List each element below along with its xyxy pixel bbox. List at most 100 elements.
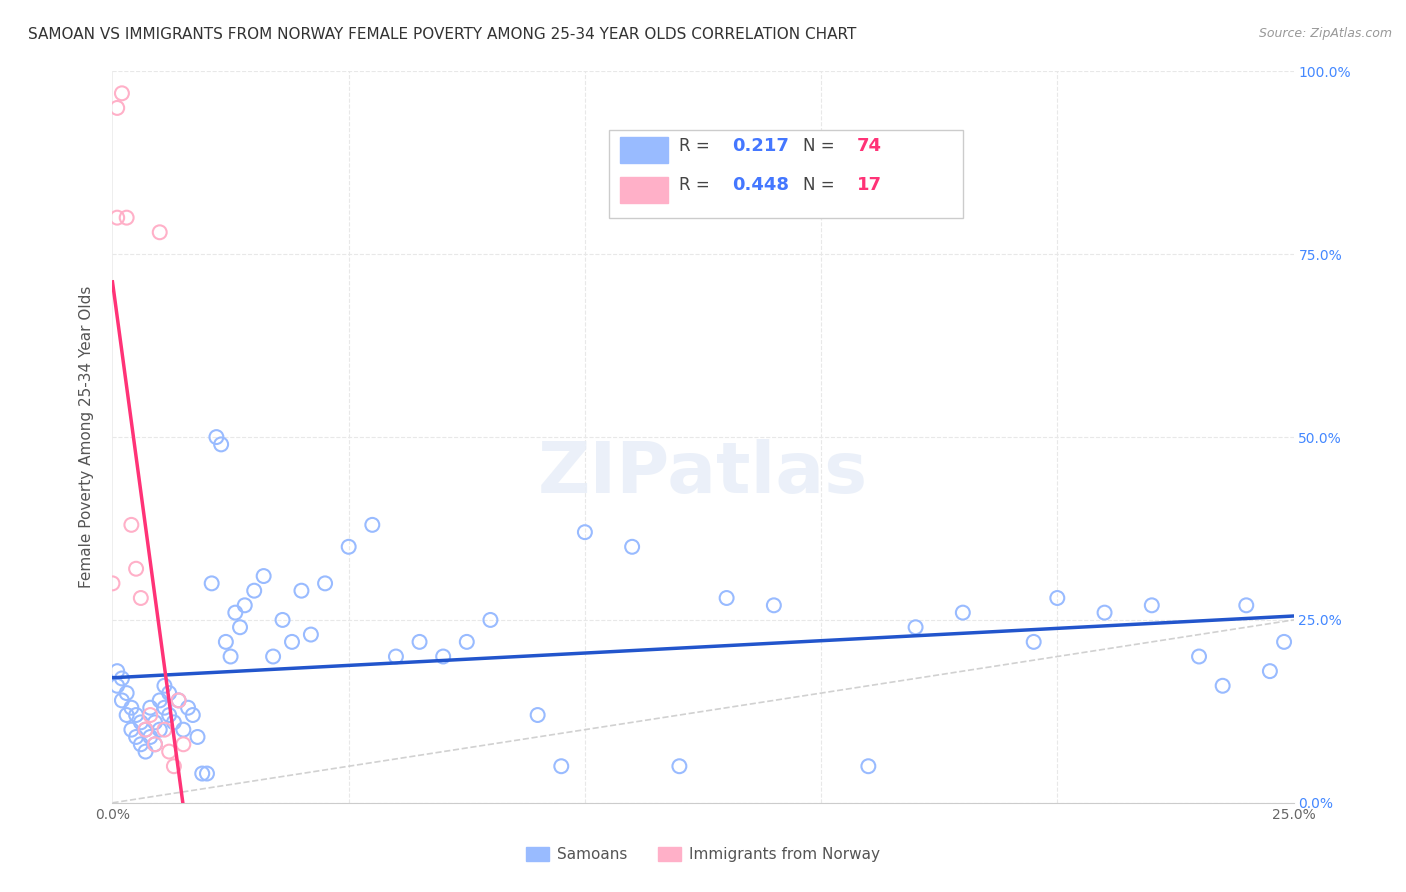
FancyBboxPatch shape: [620, 137, 668, 162]
Point: [115, 211, 138, 225]
Text: R =: R =: [679, 137, 716, 155]
Point: [105, 101, 128, 115]
Point: [143, 715, 166, 730]
Point: [139, 700, 162, 714]
Point: [105, 211, 128, 225]
Point: [172, 723, 194, 737]
Point: [205, 430, 228, 444]
Point: [139, 708, 162, 723]
Point: [172, 737, 194, 751]
Point: [153, 723, 176, 737]
Point: [224, 606, 246, 620]
Point: [253, 569, 276, 583]
Point: [149, 225, 172, 239]
Point: [229, 620, 252, 634]
Y-axis label: Female Poverty Among 25-34 Year Olds: Female Poverty Among 25-34 Year Olds: [79, 286, 94, 588]
Point: [163, 715, 186, 730]
Point: [157, 686, 180, 700]
Point: [716, 591, 738, 605]
Point: [337, 540, 360, 554]
Text: N =: N =: [803, 176, 841, 194]
Text: 17: 17: [856, 176, 882, 194]
Point: [550, 759, 572, 773]
Point: [177, 700, 200, 714]
Point: [456, 635, 478, 649]
Point: [105, 664, 128, 678]
Point: [149, 693, 172, 707]
Point: [574, 525, 596, 540]
FancyBboxPatch shape: [620, 178, 668, 203]
Point: [281, 635, 304, 649]
Point: [111, 672, 134, 686]
Point: [143, 737, 166, 751]
Text: 74: 74: [856, 137, 882, 155]
Point: [111, 87, 134, 101]
Point: [299, 627, 322, 641]
Point: [201, 576, 224, 591]
Point: [479, 613, 502, 627]
Text: 0.217: 0.217: [733, 137, 789, 155]
Text: ZIPatlas: ZIPatlas: [538, 439, 868, 508]
Point: [1272, 635, 1295, 649]
Point: [290, 583, 312, 598]
Point: [904, 620, 927, 634]
Text: 0.448: 0.448: [733, 176, 790, 194]
Point: [111, 693, 134, 707]
Point: [115, 708, 138, 723]
Point: [163, 759, 186, 773]
Point: [157, 745, 180, 759]
Point: [120, 517, 142, 532]
Point: [215, 635, 238, 649]
Point: [1022, 635, 1045, 649]
Point: [1258, 664, 1281, 678]
Point: [157, 708, 180, 723]
Point: [385, 649, 408, 664]
Point: [101, 576, 124, 591]
Point: [219, 649, 242, 664]
Point: [125, 708, 148, 723]
Text: SAMOAN VS IMMIGRANTS FROM NORWAY FEMALE POVERTY AMONG 25-34 YEAR OLDS CORRELATIO: SAMOAN VS IMMIGRANTS FROM NORWAY FEMALE …: [28, 27, 856, 42]
Point: [139, 730, 162, 744]
Point: [129, 591, 152, 605]
Point: [1188, 649, 1211, 664]
Point: [135, 723, 157, 737]
Point: [1140, 599, 1163, 613]
Point: [195, 766, 218, 780]
Point: [125, 562, 148, 576]
Point: [361, 517, 384, 532]
Point: [186, 730, 208, 744]
Point: [526, 708, 548, 723]
Legend: Samoans, Immigrants from Norway: Samoans, Immigrants from Norway: [520, 841, 886, 868]
Point: [432, 649, 454, 664]
Point: [408, 635, 430, 649]
Point: [233, 599, 256, 613]
Point: [153, 700, 176, 714]
Point: [668, 759, 690, 773]
Point: [1234, 599, 1257, 613]
Point: [149, 723, 172, 737]
Point: [167, 693, 190, 707]
FancyBboxPatch shape: [609, 130, 963, 218]
Point: [209, 437, 232, 451]
Point: [143, 737, 166, 751]
Point: [135, 723, 157, 737]
Point: [271, 613, 294, 627]
Text: R =: R =: [679, 176, 716, 194]
Point: [135, 745, 157, 759]
Point: [191, 766, 214, 780]
Point: [120, 723, 142, 737]
Point: [243, 583, 266, 598]
Point: [262, 649, 284, 664]
Point: [1094, 606, 1116, 620]
Text: Source: ZipAtlas.com: Source: ZipAtlas.com: [1258, 27, 1392, 40]
Point: [762, 599, 785, 613]
Point: [115, 686, 138, 700]
Point: [129, 715, 152, 730]
Point: [952, 606, 974, 620]
Point: [129, 737, 152, 751]
Point: [314, 576, 336, 591]
Point: [105, 679, 128, 693]
Point: [153, 679, 176, 693]
Point: [1046, 591, 1069, 605]
Point: [621, 540, 644, 554]
